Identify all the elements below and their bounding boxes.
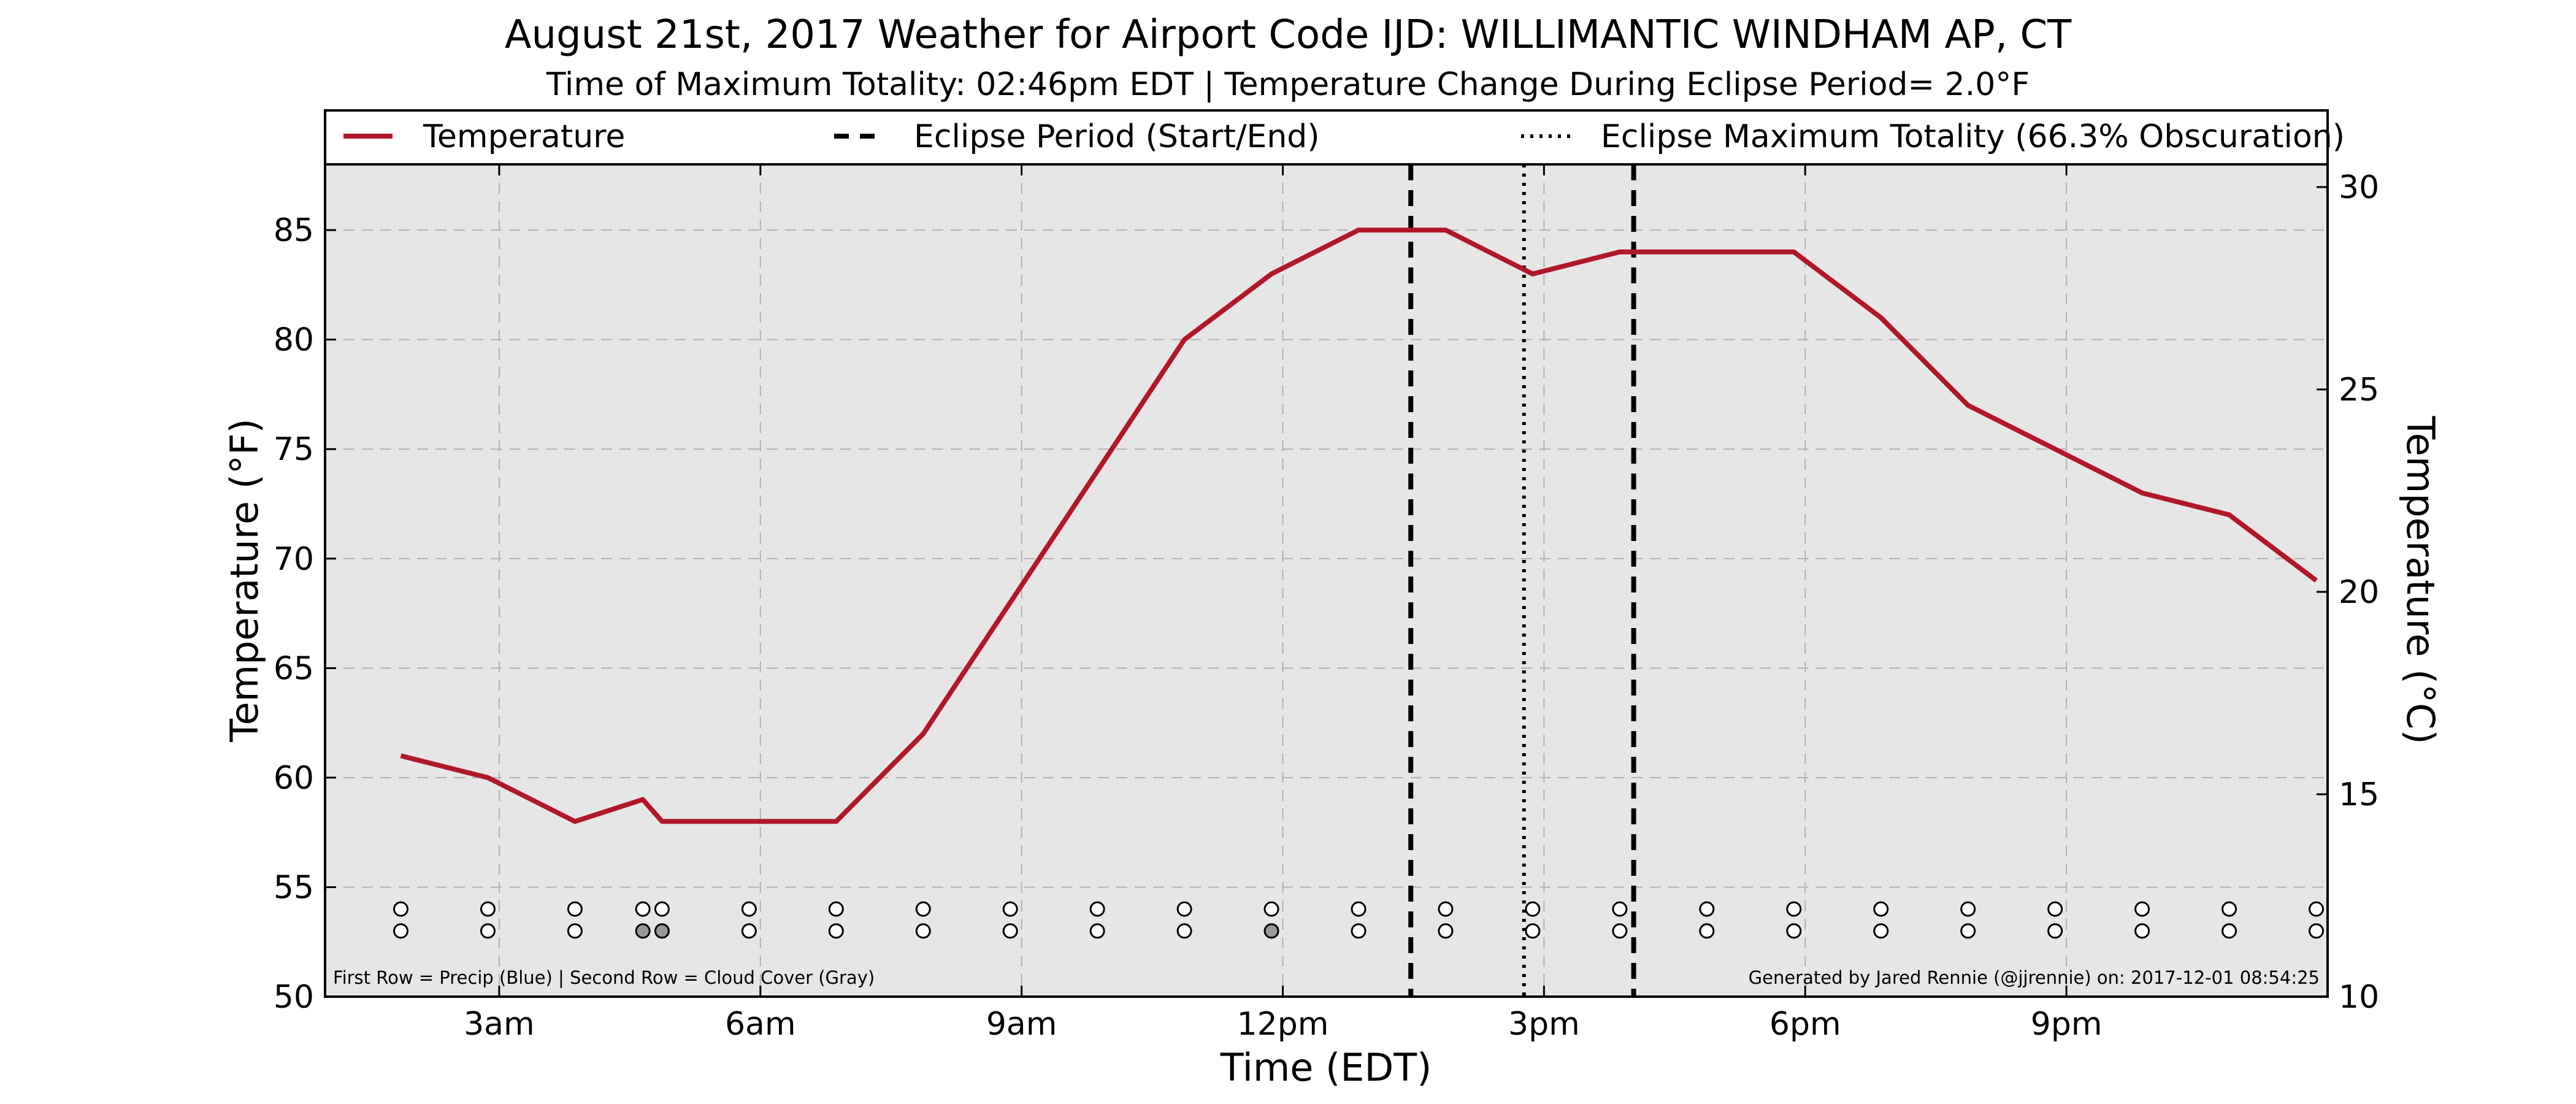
cloud-cover-marker [393,923,409,939]
x-tick-label: 9am [986,1006,1057,1043]
y-tick-label: 60 [274,760,314,797]
x-axis-ticks: 3am 6am 9am 12pm 3pm 6pm 9pm [464,164,2103,1043]
precip-marker [1263,901,1279,917]
cloud-cover-marker [1351,923,1367,939]
temperature-line [400,228,2318,824]
cloud-cover-marker [1612,923,1628,939]
cloud-cover-marker [1438,923,1454,939]
footnote-left: First Row = Precip (Blue) | Second Row =… [333,967,875,988]
y-tick-label: 50 [274,979,314,1016]
y-right-tick-label: 20 [2339,574,2379,611]
legend-temperature-label: Temperature [423,118,625,155]
cloud-cover-marker [1699,923,1715,939]
y-axis-label: Temperature (°F) [222,418,267,742]
precip-marker [635,901,651,917]
cloud-cover-marker [2221,923,2237,939]
precip-marker [480,901,496,917]
x-axis-label: Time (EDT) [1220,1045,1432,1090]
legend-eclipse-max-label: Eclipse Maximum Totality (66.3% Obscurat… [1601,118,2345,155]
cloud-cover-marker [1525,923,1541,939]
cloud-cover-marker [2309,923,2325,939]
cloud-cover-marker [1089,923,1105,939]
y-tick-label: 85 [274,212,314,249]
cloud-cover-marker [480,923,496,939]
x-tick-label: 3am [464,1006,535,1043]
legend-eclipse-period-label: Eclipse Period (Start/End) [914,118,1320,155]
cloud-cover-marker [567,923,583,939]
precip-marker [1960,901,1976,917]
cloud-cover-marker [1176,923,1192,939]
cloud-cover-marker [915,923,931,939]
cloud-cover-marker [1263,923,1279,939]
observation-markers [393,901,2325,939]
precip-marker [1002,901,1018,917]
x-tick-label: 9pm [2031,1006,2103,1043]
y-tick-label: 75 [274,431,314,468]
precip-marker [2047,901,2063,917]
grid-lines [325,164,2328,997]
y-tick-label: 65 [274,650,314,687]
precip-marker [741,901,757,917]
precip-marker [2309,901,2325,917]
precip-marker [393,901,409,917]
precip-marker [1612,901,1628,917]
y-right-tick-label: 25 [2339,372,2379,408]
precip-marker [1089,901,1105,917]
precip-marker [1438,901,1454,917]
x-tick-label: 3pm [1508,1006,1580,1043]
precip-marker [2221,901,2237,917]
precip-marker [915,901,931,917]
cloud-cover-marker [1873,923,1889,939]
cloud-cover-marker [828,923,844,939]
y-axis-left-ticks: 50 55 60 65 70 75 80 85 [274,212,336,1016]
cloud-cover-marker [1786,923,1802,939]
precip-marker [1873,901,1889,917]
y-axis-right-ticks: 10 15 20 25 30 [2317,169,2379,1016]
chart-title: August 21st, 2017 Weather for Airport Co… [505,12,2072,58]
x-tick-label: 12pm [1237,1006,1329,1043]
cloud-cover-marker [654,923,670,939]
y-right-tick-label: 15 [2339,776,2379,813]
precip-marker [1699,901,1715,917]
legend: Temperature Eclipse Period (Start/End) E… [324,109,2345,166]
cloud-cover-marker [1960,923,1976,939]
precip-marker [1176,901,1192,917]
cloud-cover-marker [741,923,757,939]
cloud-cover-marker [635,923,651,939]
precip-marker [828,901,844,917]
cloud-cover-marker [2134,923,2150,939]
y-right-tick-label: 10 [2339,979,2379,1016]
precip-marker [2134,901,2150,917]
legend-box [324,109,2329,166]
x-tick-label: 6am [725,1006,796,1043]
cloud-cover-marker [1002,923,1018,939]
cloud-cover-marker [2047,923,2063,939]
y-tick-label: 70 [274,541,314,578]
y-tick-label: 55 [274,869,314,906]
precip-marker [567,901,583,917]
precip-marker [1786,901,1802,917]
series-group [400,228,2318,824]
y-tick-label: 80 [274,322,314,359]
chart-subtitle: Time of Maximum Totality: 02:46pm EDT | … [546,66,2030,103]
precip-marker [654,901,670,917]
eclipse-lines [1408,164,1636,997]
precip-marker [1525,901,1541,917]
y-axis-right-label: Temperature (°C) [2398,415,2443,744]
x-tick-label: 6pm [1769,1006,1841,1043]
plot-area [325,164,2328,997]
precip-marker [1351,901,1367,917]
footnote-right: Generated by Jared Rennie (@jjrennie) on… [1749,967,2320,988]
y-right-tick-label: 30 [2339,169,2379,206]
